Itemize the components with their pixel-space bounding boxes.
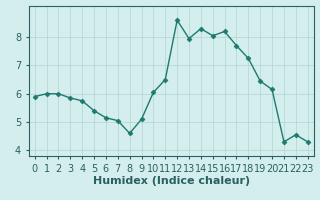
X-axis label: Humidex (Indice chaleur): Humidex (Indice chaleur) [92,176,250,186]
